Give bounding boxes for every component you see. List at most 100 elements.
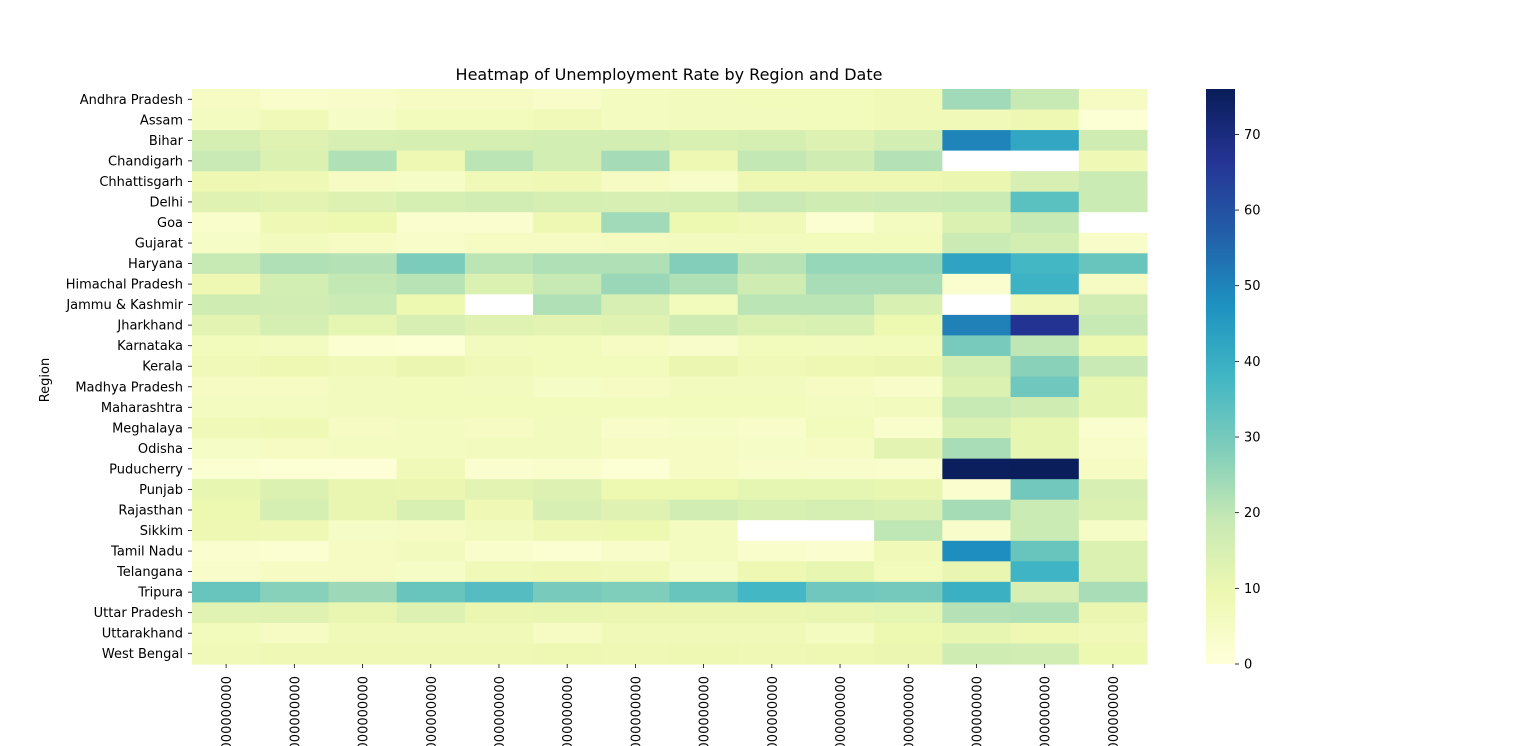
heatmap-cell	[601, 458, 671, 480]
heatmap-cell	[396, 191, 466, 213]
heatmap-cell	[1078, 581, 1148, 603]
heatmap-cell	[396, 89, 466, 111]
heatmap-cell	[1078, 458, 1148, 480]
heatmap-cell	[669, 376, 739, 398]
heatmap-cell	[464, 191, 534, 213]
heatmap-cell	[464, 643, 534, 665]
heatmap-cell	[601, 561, 671, 583]
heatmap-cell	[874, 561, 943, 583]
row-label: Uttarakhand	[102, 627, 183, 642]
row-label: Delhi	[150, 195, 183, 210]
row-label: Punjab	[139, 483, 183, 498]
heatmap-cell	[1078, 438, 1148, 460]
heatmap-cell	[1010, 602, 1080, 624]
heatmap-cell	[805, 520, 875, 542]
row-label: Odisha	[138, 442, 183, 457]
heatmap-cell	[601, 643, 671, 665]
heatmap-cell	[192, 540, 261, 562]
heatmap-cell	[533, 540, 602, 562]
heatmap-cell	[942, 643, 1012, 665]
heatmap-cell	[260, 499, 330, 521]
row-label: Gujarat	[135, 237, 183, 252]
heatmap-cell	[601, 355, 671, 378]
heatmap-cell	[942, 130, 1012, 152]
heatmap-cell	[1078, 130, 1148, 152]
heatmap-cell	[601, 520, 671, 542]
row-label: Maharashtra	[101, 401, 183, 416]
heatmap-cell	[669, 355, 739, 378]
heatmap-cell	[601, 253, 671, 275]
heatmap-cell	[1010, 520, 1080, 542]
colorbar-tick-label: 10	[1244, 582, 1261, 597]
heatmap-cell	[464, 232, 534, 254]
heatmap-cell	[396, 479, 466, 501]
heatmap-cell	[1078, 150, 1148, 172]
heatmap-cell	[805, 273, 875, 295]
heatmap-cell	[737, 191, 807, 213]
heatmap-cell	[464, 314, 534, 337]
heatmap-cell	[396, 561, 466, 583]
heatmap-cell	[192, 314, 261, 337]
heatmap-cell	[1010, 355, 1080, 378]
heatmap-cell	[805, 335, 875, 357]
row-labels: Andhra Pradesh Assam Bihar Chandigarh Chhatt…	[65, 93, 192, 662]
heatmap-cell	[1010, 314, 1080, 337]
heatmap-cell	[874, 643, 943, 665]
heatmap-cell	[192, 355, 261, 378]
heatmap-cell	[1078, 191, 1148, 213]
heatmap-cell	[533, 355, 602, 378]
heatmap-cell	[805, 232, 875, 254]
heatmap-cell	[328, 191, 398, 213]
heatmap-cell	[192, 212, 261, 234]
colorbar-tick-label: 70	[1244, 128, 1261, 143]
heatmap-cell	[669, 540, 739, 562]
heatmap-cell	[1010, 232, 1080, 254]
heatmap-cell	[533, 273, 602, 295]
heatmap-cell	[601, 622, 671, 645]
heatmap-cell	[1010, 89, 1080, 111]
heatmap-cell	[601, 540, 671, 562]
heatmap-cell	[805, 397, 875, 419]
heatmap-cell	[601, 335, 671, 357]
heatmap-cell	[328, 622, 398, 645]
heatmap-cell	[669, 171, 739, 193]
heatmap-cell	[669, 458, 739, 480]
heatmap-cell	[328, 479, 398, 501]
heatmap-cell	[669, 253, 739, 275]
heatmap-cell	[464, 540, 534, 562]
heatmap-cell	[533, 417, 602, 439]
heatmap-cell	[805, 253, 875, 275]
heatmap-cell	[1078, 602, 1148, 624]
heatmap-cell	[601, 130, 671, 152]
heatmap-cell	[192, 417, 261, 439]
heatmap-cell	[737, 602, 807, 624]
heatmap-cell	[464, 273, 534, 295]
row-label: Jammu & Kashmir	[65, 298, 183, 313]
heatmap-cell	[942, 253, 1012, 275]
heatmap-cell	[942, 314, 1012, 337]
heatmap-cell	[328, 602, 398, 624]
heatmap-cell	[464, 397, 534, 419]
heatmap-cell	[805, 89, 875, 111]
heatmap-cell	[874, 417, 943, 439]
heatmap-cell	[396, 273, 466, 295]
heatmap-cell	[737, 417, 807, 439]
heatmap-cell	[464, 376, 534, 398]
heatmap-cell	[737, 89, 807, 111]
row-label: Andhra Pradesh	[80, 93, 183, 108]
column-labels: 000000000 000000000 000000000 000000000 0000…	[220, 664, 1122, 746]
heatmap-cell	[737, 622, 807, 645]
column-label: 000000000	[288, 676, 303, 746]
heatmap-cell	[805, 171, 875, 193]
heatmap-cell	[396, 417, 466, 439]
row-label: Haryana	[128, 257, 183, 272]
heatmap-cell	[874, 622, 943, 645]
heatmap-cell	[328, 130, 398, 152]
heatmap-cell	[464, 417, 534, 439]
heatmap-cell	[464, 171, 534, 193]
heatmap-cell	[1010, 417, 1080, 439]
row-label: Tripura	[137, 586, 183, 601]
heatmap-cell	[1078, 479, 1148, 501]
row-label: Rajasthan	[118, 503, 183, 518]
heatmap-cell	[1078, 561, 1148, 583]
